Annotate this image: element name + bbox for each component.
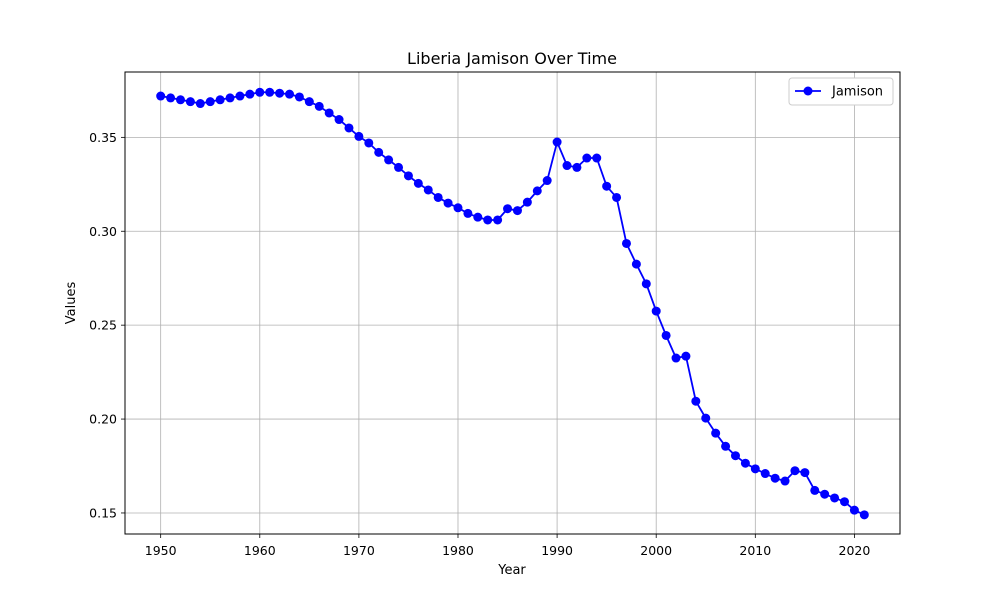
data-point	[820, 489, 830, 499]
data-point	[255, 87, 265, 97]
data-point	[810, 485, 820, 495]
data-point	[235, 91, 245, 101]
data-point	[780, 476, 790, 486]
legend-box	[788, 77, 894, 106]
x-axis-label: Year	[497, 563, 526, 578]
data-point	[275, 88, 285, 98]
x-tick-label: 1980	[442, 543, 474, 558]
data-point	[294, 92, 304, 102]
data-point	[681, 351, 691, 361]
data-point	[859, 510, 869, 520]
data-point	[453, 203, 463, 213]
chart-title: Liberia Jamison Over Time	[407, 49, 617, 68]
data-point	[463, 208, 473, 218]
plot-frame	[124, 71, 901, 535]
data-point	[849, 505, 859, 515]
data-point	[701, 413, 711, 423]
series-layer	[156, 87, 869, 520]
data-point	[374, 147, 384, 157]
data-point	[403, 171, 413, 181]
data-point	[730, 451, 740, 461]
legend-label: Jamison	[831, 85, 883, 100]
data-point	[156, 91, 166, 101]
data-point	[711, 428, 721, 438]
data-point	[304, 97, 314, 107]
data-point	[314, 101, 324, 111]
x-tick-label: 2000	[640, 543, 672, 558]
data-point	[493, 215, 503, 225]
data-point	[176, 95, 185, 105]
data-point	[721, 441, 731, 451]
data-point	[562, 161, 572, 171]
data-point	[631, 259, 641, 269]
data-point	[285, 89, 295, 99]
data-point	[621, 238, 631, 248]
data-point	[770, 473, 780, 483]
x-tick-label: 1960	[244, 543, 276, 558]
data-point	[245, 89, 255, 99]
data-point	[542, 176, 552, 186]
data-point	[641, 279, 651, 289]
data-point	[185, 97, 195, 107]
data-point	[760, 469, 770, 479]
data-point	[195, 99, 205, 109]
data-point	[512, 206, 522, 216]
y-tick-label: 0.25	[89, 318, 117, 333]
y-tick-label: 0.30	[89, 224, 117, 239]
data-point	[671, 353, 681, 363]
data-point	[790, 466, 800, 476]
x-tick-label: 2010	[739, 543, 771, 558]
x-tick-label: 1990	[541, 543, 573, 558]
data-point	[324, 108, 334, 118]
data-point	[265, 87, 275, 97]
grid	[125, 72, 900, 534]
data-point	[552, 137, 562, 147]
data-point	[750, 464, 760, 474]
y-tick-label: 0.15	[89, 505, 117, 520]
data-point	[394, 162, 404, 172]
data-point	[651, 306, 661, 316]
y-axis-label: Values	[64, 282, 79, 325]
data-point	[205, 97, 215, 107]
x-tick-label: 2020	[839, 543, 871, 558]
data-point	[592, 153, 602, 163]
data-point	[522, 197, 532, 207]
legend: Jamison	[788, 77, 894, 106]
data-point	[423, 185, 433, 195]
data-point	[413, 178, 423, 188]
data-point	[344, 123, 354, 133]
data-point	[691, 396, 701, 406]
data-point	[800, 468, 810, 478]
data-point	[612, 192, 622, 202]
y-tick-label: 0.35	[89, 130, 117, 145]
data-point	[840, 497, 849, 507]
data-point	[572, 162, 582, 172]
data-point	[602, 181, 612, 191]
data-point	[354, 131, 364, 141]
data-point	[334, 115, 344, 125]
axis-ticks: 1950 1960 1970 1980 1990 2000 2010 2020 0.15 0.20…	[89, 130, 870, 558]
data-point	[443, 198, 453, 208]
data-point	[433, 192, 443, 202]
data-point	[740, 458, 750, 468]
data-point	[473, 212, 483, 222]
x-tick-label: 1970	[343, 543, 375, 558]
y-tick-label: 0.20	[89, 412, 117, 427]
data-point	[384, 155, 394, 165]
data-point	[661, 330, 671, 340]
data-point	[582, 153, 592, 163]
data-point	[532, 186, 542, 196]
data-point	[166, 93, 176, 103]
data-point	[364, 138, 374, 148]
legend-marker-swatch	[803, 86, 813, 96]
x-tick-label: 1950	[145, 543, 177, 558]
data-point	[503, 204, 513, 214]
data-point	[225, 93, 235, 103]
data-point	[830, 493, 840, 503]
data-point	[215, 95, 225, 105]
data-point	[483, 215, 493, 225]
